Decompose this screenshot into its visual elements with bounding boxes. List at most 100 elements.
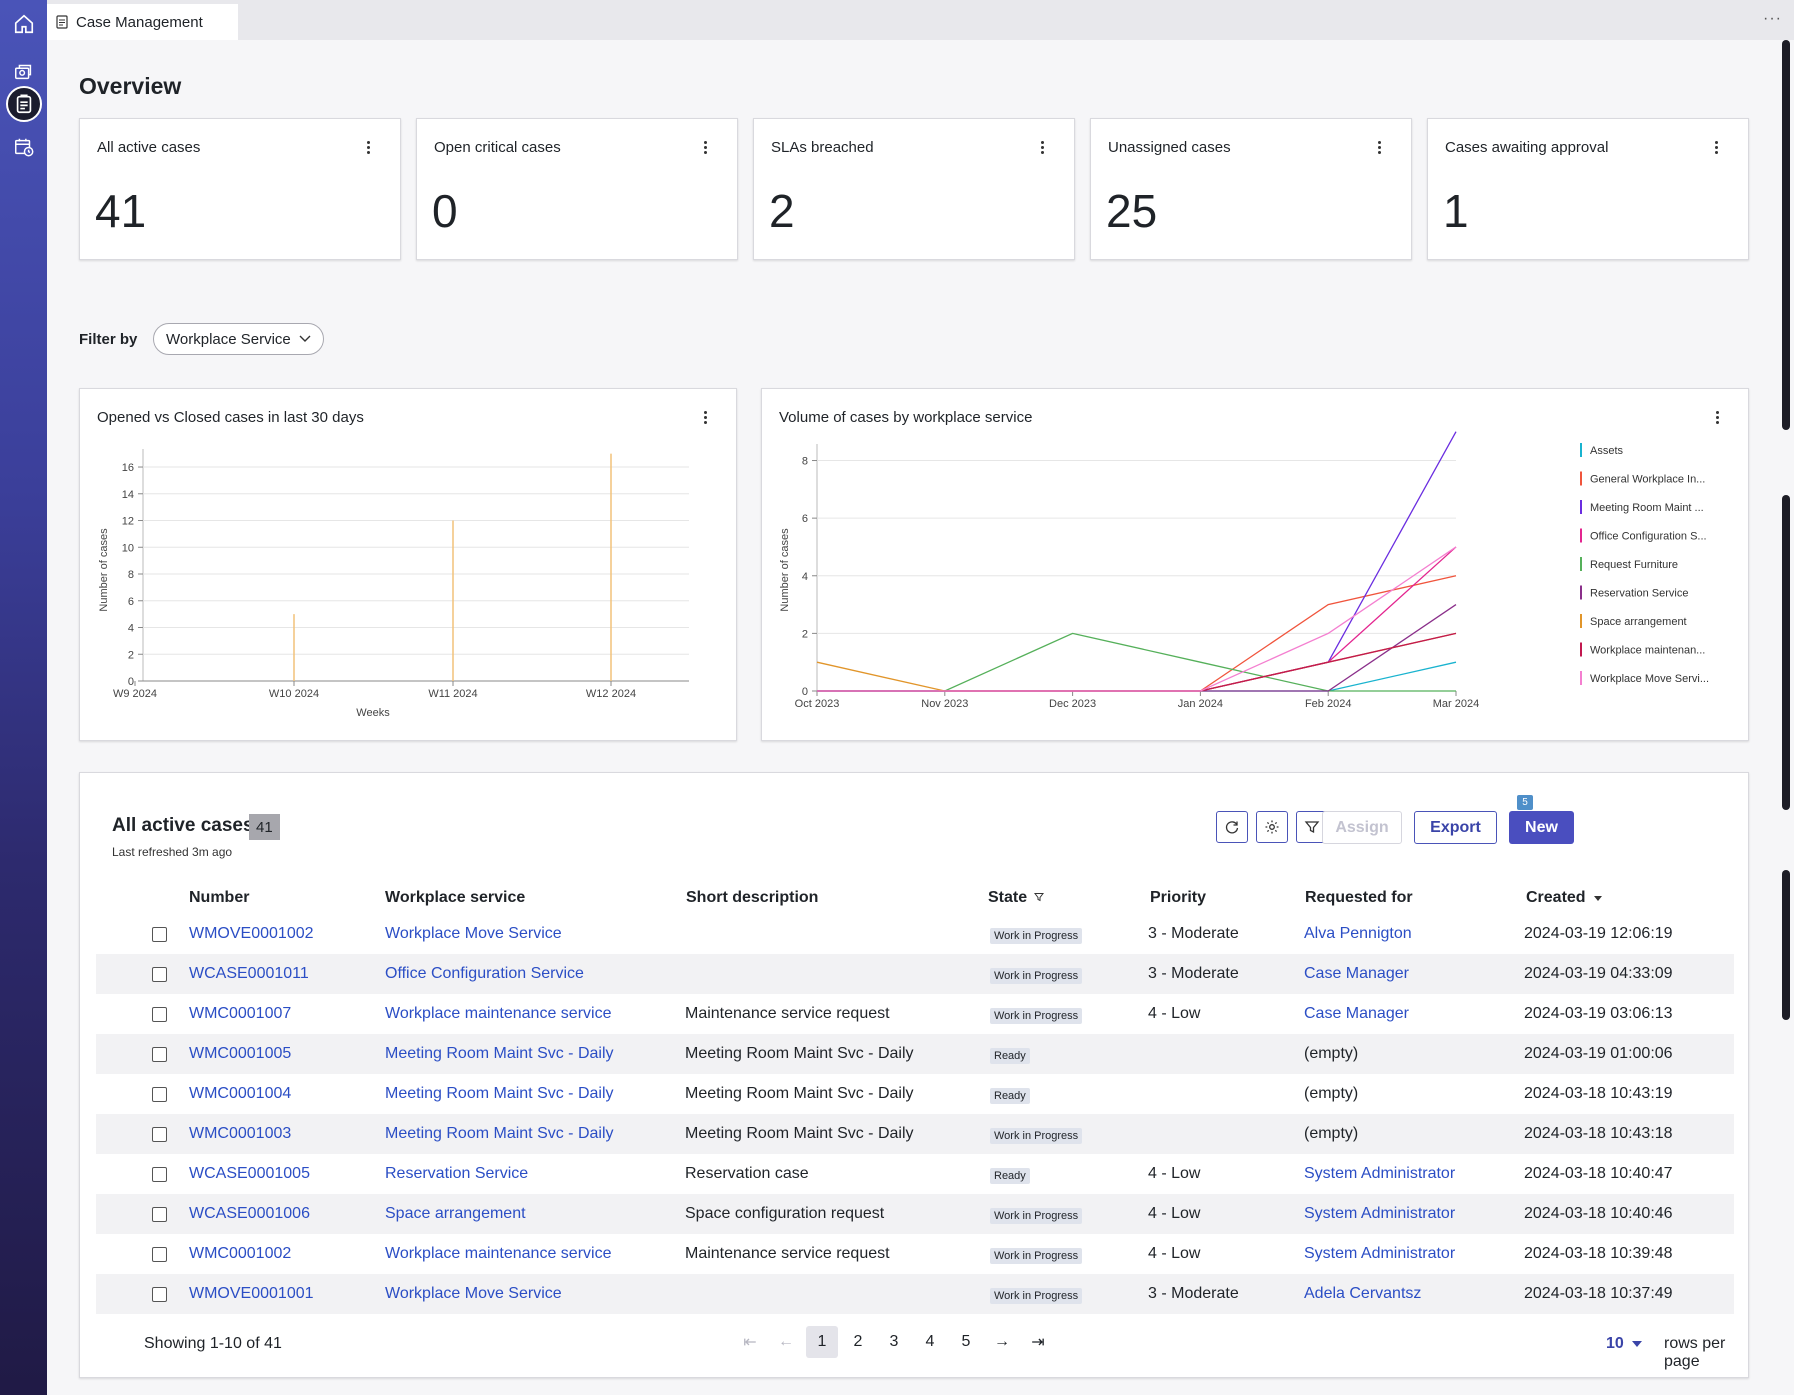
rows-per-page-select[interactable]: 10 [1606, 1335, 1643, 1353]
table-row[interactable]: WMOVE0001002 Workplace Move Service Work i… [96, 914, 1734, 954]
kebab-menu-icon[interactable] [1709, 407, 1725, 427]
first-page-icon[interactable]: ⇤ [743, 1334, 757, 1351]
column-header-state[interactable]: State [988, 889, 1044, 907]
kpi-card-all-active[interactable]: All active cases 41 [79, 118, 401, 260]
scrollbar-thumb-2[interactable] [1782, 495, 1790, 810]
row-checkbox[interactable] [152, 1087, 167, 1102]
requested-for[interactable]: System Administrator [1304, 1165, 1456, 1182]
calendar-clock-icon[interactable] [6, 129, 42, 165]
caret-down-icon [1632, 1341, 1643, 1347]
row-checkbox[interactable] [152, 967, 167, 982]
opened-closed-chart-card: Opened vs Closed cases in last 30 days 0… [79, 388, 737, 741]
scrollbar-thumb[interactable] [1782, 40, 1790, 430]
table-row[interactable]: WMOVE0001001 Workplace Move Service Work i… [96, 1274, 1734, 1314]
legend-swatch [1580, 614, 1582, 628]
workplace-service-link[interactable]: Office Configuration Service [385, 965, 584, 982]
kebab-menu-icon[interactable] [1371, 137, 1387, 157]
clipboard-icon[interactable] [6, 86, 42, 122]
column-header-short-description[interactable]: Short description [686, 889, 819, 906]
table-row[interactable]: WMC0001005 Meeting Room Maint Svc - Daily… [96, 1034, 1734, 1074]
row-checkbox[interactable] [152, 1127, 167, 1142]
short-description: Reservation case [685, 1165, 809, 1182]
workplace-service-link[interactable]: Space arrangement [385, 1205, 526, 1222]
workplace-service-link[interactable]: Workplace maintenance service [385, 1005, 612, 1022]
workplace-service-link[interactable]: Reservation Service [385, 1165, 529, 1182]
column-header-requested-for[interactable]: Requested for [1305, 889, 1413, 906]
column-header-priority[interactable]: Priority [1150, 889, 1207, 906]
column-header-number[interactable]: Number [189, 889, 250, 906]
case-number-link[interactable]: WCASE0001005 [189, 1165, 310, 1182]
kpi-title: All active cases [97, 139, 201, 156]
page-button-4[interactable]: 4 [925, 1333, 935, 1350]
new-button[interactable]: New [1509, 811, 1574, 844]
workplace-service-link[interactable]: Meeting Room Maint Svc - Daily [385, 1085, 614, 1102]
row-checkbox[interactable] [152, 1167, 167, 1182]
table-row[interactable]: WMC0001007 Workplace maintenance service M… [96, 994, 1734, 1034]
requested-for[interactable]: System Administrator [1304, 1205, 1456, 1222]
last-page-icon[interactable]: ⇥ [1031, 1334, 1045, 1351]
settings-button[interactable] [1256, 811, 1288, 843]
row-checkbox[interactable] [152, 1007, 167, 1022]
requested-for[interactable]: Alva Pennigton [1304, 925, 1412, 942]
more-options-icon[interactable]: ··· [1763, 10, 1782, 27]
workplace-service-link[interactable]: Meeting Room Maint Svc - Daily [385, 1125, 614, 1142]
case-number-link[interactable]: WCASE0001011 [189, 965, 309, 982]
page-scrollbar[interactable] [1775, 40, 1794, 1395]
kebab-menu-icon[interactable] [1034, 137, 1050, 157]
table-row[interactable]: WCASE0001005 Reservation Service Reservati… [96, 1154, 1734, 1194]
kpi-card-awaiting-approval[interactable]: Cases awaiting approval 1 [1427, 118, 1749, 260]
case-number-link[interactable]: WMC0001007 [189, 1005, 292, 1022]
table-row[interactable]: WMC0001002 Workplace maintenance service M… [96, 1234, 1734, 1274]
agent-workspace-icon[interactable] [6, 53, 42, 89]
table-row[interactable]: WMC0001003 Meeting Room Maint Svc - Daily… [96, 1114, 1734, 1154]
row-checkbox[interactable] [152, 1207, 167, 1222]
page-button-3[interactable]: 3 [889, 1333, 899, 1350]
requested-for[interactable]: System Administrator [1304, 1245, 1456, 1262]
row-checkbox[interactable] [152, 1287, 167, 1302]
kpi-card-slas-breached[interactable]: SLAs breached 2 [753, 118, 1075, 260]
case-number-link[interactable]: WCASE0001006 [189, 1205, 310, 1222]
requested-for[interactable]: Adela Cervantsz [1304, 1285, 1422, 1302]
home-icon[interactable] [6, 6, 42, 42]
page-button-2[interactable]: 2 [853, 1333, 863, 1350]
refresh-button[interactable] [1216, 811, 1248, 843]
bar [293, 614, 295, 681]
row-checkbox[interactable] [152, 927, 167, 942]
tab-case-management[interactable]: Case Management [47, 4, 238, 40]
next-page-icon[interactable]: → [994, 1333, 1010, 1350]
kebab-menu-icon[interactable] [697, 137, 713, 157]
requested-for[interactable]: Case Manager [1304, 965, 1409, 982]
row-checkbox[interactable] [152, 1247, 167, 1262]
row-checkbox[interactable] [152, 1047, 167, 1062]
page-button-1[interactable]: 1 [806, 1326, 838, 1358]
scrollbar-thumb-3[interactable] [1782, 870, 1790, 1020]
kebab-menu-icon[interactable] [1708, 137, 1724, 157]
export-button[interactable]: Export [1414, 811, 1497, 844]
workplace-service-link[interactable]: Workplace Move Service [385, 925, 562, 942]
kpi-card-open-critical[interactable]: Open critical cases 0 [416, 118, 738, 260]
case-number-link[interactable]: WMOVE0001002 [189, 925, 314, 942]
workplace-service-link[interactable]: Workplace Move Service [385, 1285, 562, 1302]
table-row[interactable]: WCASE0001011 Office Configuration Service… [96, 954, 1734, 994]
workplace-service-filter-select[interactable]: Workplace Service [153, 323, 324, 355]
column-header-created[interactable]: Created [1526, 889, 1603, 907]
case-number-link[interactable]: WMOVE0001001 [189, 1285, 314, 1302]
case-number-link[interactable]: WMC0001002 [189, 1245, 292, 1262]
kebab-menu-icon[interactable] [360, 137, 376, 157]
case-number-link[interactable]: WMC0001005 [189, 1045, 292, 1062]
assign-button[interactable]: Assign [1322, 811, 1402, 844]
kebab-menu-icon[interactable] [697, 407, 713, 427]
page-button-5[interactable]: 5 [961, 1333, 971, 1350]
workplace-service-link[interactable]: Workplace maintenance service [385, 1245, 612, 1262]
case-number-link[interactable]: WMC0001004 [189, 1085, 292, 1102]
requested-for[interactable]: Case Manager [1304, 1005, 1409, 1022]
workplace-service-link[interactable]: Meeting Room Maint Svc - Daily [385, 1045, 614, 1062]
chevron-down-icon [299, 335, 311, 342]
kpi-card-unassigned[interactable]: Unassigned cases 25 [1090, 118, 1412, 260]
column-header-workplace-service[interactable]: Workplace service [385, 889, 526, 906]
table-row[interactable]: WCASE0001006 Space arrangement Space confi… [96, 1194, 1734, 1234]
prev-page-icon[interactable]: ← [778, 1333, 794, 1350]
table-row[interactable]: WMC0001004 Meeting Room Maint Svc - Daily… [96, 1074, 1734, 1114]
case-number-link[interactable]: WMC0001003 [189, 1125, 292, 1142]
state-badge: Work in Progress [990, 968, 1083, 984]
